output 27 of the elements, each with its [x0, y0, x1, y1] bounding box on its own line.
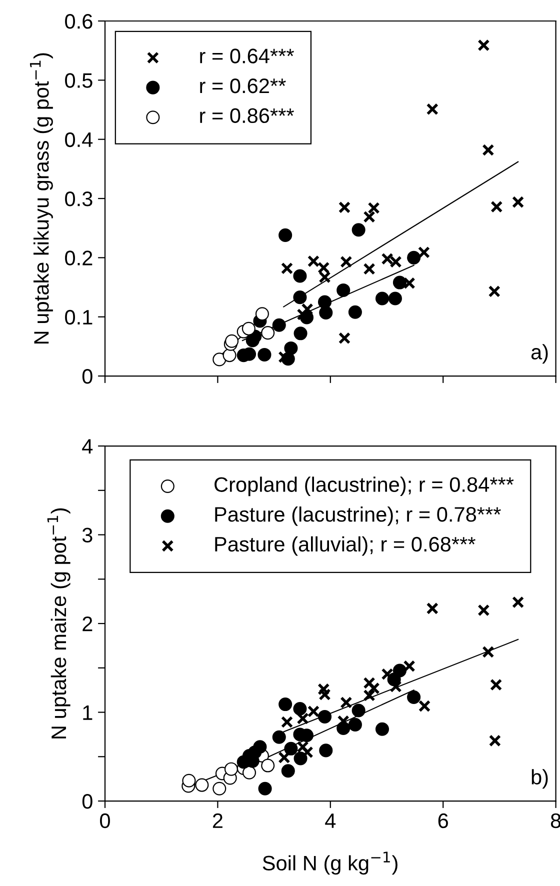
legend-label: r = 0.64***: [200, 48, 294, 64]
y-tick-label: 0: [82, 794, 92, 809]
y-tick-label: 0.6: [65, 14, 92, 29]
y-tick-label: 1: [83, 705, 92, 720]
x-tick-label: 2: [212, 813, 222, 828]
y-axis-title: N uptake maize (g pot$^{−1}$): [47, 508, 70, 738]
legend-label: r = 0.62**: [200, 78, 286, 94]
y-axis-title: N uptake kikuyu grass (g pot$^{−1}$): [30, 53, 53, 344]
annotation: a): [531, 344, 548, 364]
legend-label: r = 0.86***: [200, 108, 294, 124]
y-tick-label: 3: [82, 528, 92, 543]
y-tick-label: 0.5: [65, 73, 92, 88]
y-tick-label: 2: [82, 616, 92, 632]
y-tick-label: 0.2: [65, 250, 92, 266]
y-tick-label: 0.3: [65, 192, 92, 206]
annotation: b): [532, 769, 548, 789]
x-tick-label: 4: [325, 814, 336, 828]
x-tick-label: 0: [100, 813, 110, 828]
x-tick-label: 6: [438, 813, 448, 828]
y-tick-label: 4: [82, 439, 93, 454]
legend-label: Pasture (alluvial); r = 0.68***: [215, 536, 476, 556]
y-tick-label: 0.4: [65, 132, 93, 148]
y-tick-label: 0.1: [65, 310, 92, 325]
x-axis-title: Soil N (g kg$^{−1}$): [262, 852, 398, 875]
y-tick-label: 0: [82, 369, 92, 384]
legend-label: Cropland (lacustrine); r = 0.84***: [214, 476, 514, 496]
legend-label: Pasture (lacustrine); r = 0.78***: [215, 506, 501, 526]
